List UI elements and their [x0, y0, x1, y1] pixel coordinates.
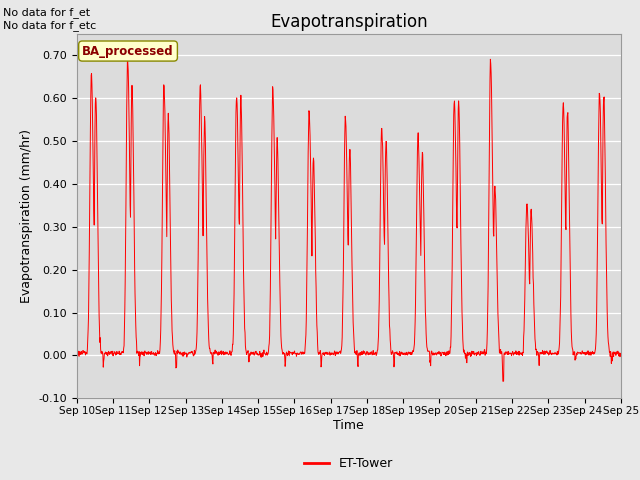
X-axis label: Time: Time	[333, 419, 364, 432]
Y-axis label: Evapotranspiration (mm/hr): Evapotranspiration (mm/hr)	[20, 129, 33, 303]
Text: No data for f_et
No data for f_etc: No data for f_et No data for f_etc	[3, 7, 97, 31]
Text: BA_processed: BA_processed	[82, 45, 174, 58]
Legend: ET-Tower: ET-Tower	[299, 452, 399, 475]
Title: Evapotranspiration: Evapotranspiration	[270, 12, 428, 31]
